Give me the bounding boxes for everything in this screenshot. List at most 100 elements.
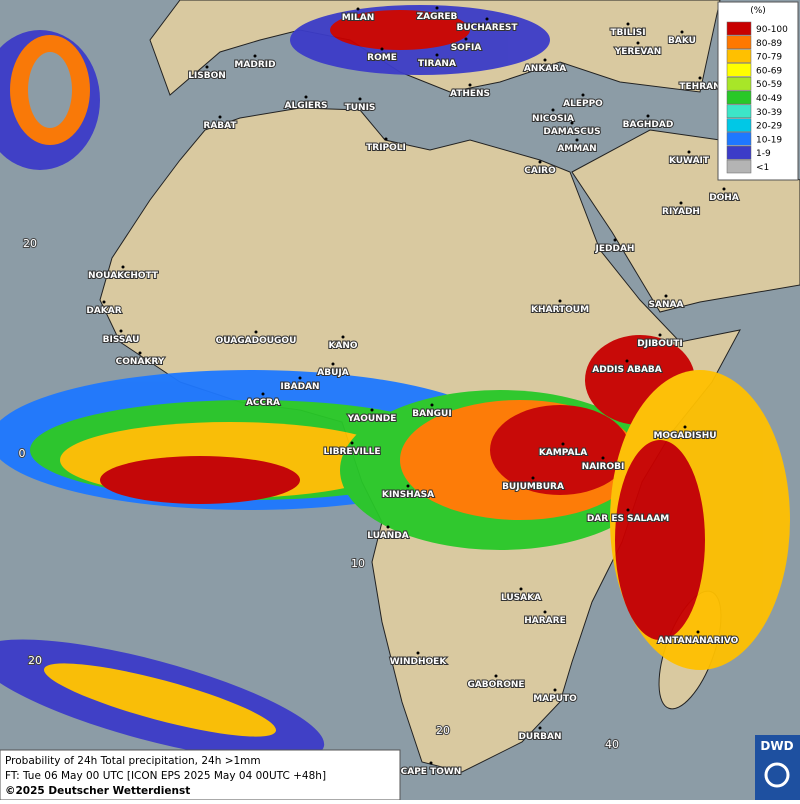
- city-label: ROME: [367, 53, 397, 63]
- city-dot: [331, 362, 335, 366]
- legend-swatch: [726, 159, 752, 174]
- city-dot: [494, 674, 498, 678]
- city-label: BANGUI: [412, 409, 451, 419]
- legend-swatch: [726, 49, 752, 63]
- grid-label: 40: [605, 738, 619, 751]
- legend-label: 80-89: [756, 39, 782, 49]
- legend-label: 50-59: [756, 80, 782, 90]
- grid-label: 20: [23, 237, 37, 250]
- city-dot: [485, 17, 489, 21]
- city-dot: [350, 441, 354, 445]
- city-label: GABORONE: [467, 680, 524, 690]
- city-dot: [696, 630, 700, 634]
- city-dot: [386, 525, 390, 529]
- footer: Probability of 24h Total precipitation, …: [0, 749, 401, 801]
- city-dot: [551, 108, 555, 112]
- precipitation: [0, 5, 790, 761]
- city-label: DURBAN: [518, 732, 561, 742]
- legend-swatch: [726, 76, 752, 91]
- city-label: MILAN: [342, 13, 375, 23]
- city-dot: [626, 22, 630, 26]
- city-dot: [218, 115, 222, 119]
- city-label: KUWAIT: [669, 156, 710, 166]
- logo-text: DWD: [760, 739, 793, 753]
- city-dot: [553, 688, 557, 692]
- logo-swirl: [764, 762, 790, 788]
- city-label: SANAA: [649, 300, 684, 310]
- city-dot: [384, 137, 388, 141]
- city-label: CAIRO: [524, 166, 556, 176]
- city-dot: [680, 30, 684, 34]
- city-dot: [519, 587, 523, 591]
- city-dot: [679, 201, 683, 205]
- city-label: HARARE: [524, 616, 565, 626]
- city-dot: [253, 54, 257, 58]
- city-label: ZAGREB: [417, 12, 458, 22]
- city-dot: [543, 58, 547, 62]
- city-dot: [468, 83, 472, 87]
- legend-swatch: [726, 104, 752, 119]
- city-dot: [658, 333, 662, 337]
- city-dot: [722, 187, 726, 191]
- legend-swatch: [726, 118, 752, 132]
- city-label: BAGHDAD: [623, 120, 674, 130]
- city-label: DJIBOUTI: [637, 339, 682, 349]
- city-label: LUSAKA: [501, 593, 541, 603]
- legend-label: 20-29: [756, 122, 782, 132]
- city-label: TUNIS: [345, 103, 376, 113]
- city-dot: [543, 610, 547, 614]
- city-dot: [683, 425, 687, 429]
- city-dot: [570, 121, 574, 125]
- city-label: ABUJA: [317, 368, 348, 378]
- city-dot: [613, 238, 617, 242]
- city-label: NICOSIA: [532, 114, 574, 124]
- city-label: TIRANA: [418, 59, 456, 69]
- city-label: OUAGADOUGOU: [216, 336, 297, 346]
- city-label: ALGIERS: [285, 101, 328, 111]
- legend-swatch: [726, 145, 752, 160]
- legend-label: 70-79: [756, 53, 782, 63]
- city-label: ANKARA: [524, 64, 566, 74]
- city-label: ACCRA: [246, 398, 280, 408]
- legend-swatch: [726, 35, 752, 50]
- city-dot: [625, 359, 629, 363]
- city-dot: [558, 299, 562, 303]
- city-label: KINSHASA: [382, 490, 434, 500]
- city-dot: [636, 41, 640, 45]
- city-dot: [341, 335, 345, 339]
- legend-unit: (%): [750, 6, 766, 16]
- city-label: ADDIS ABABA: [592, 365, 662, 375]
- city-label: ALEPPO: [563, 99, 603, 109]
- grid-label: 20: [28, 654, 42, 667]
- city-dot: [102, 300, 106, 304]
- city-label: TRIPOLI: [366, 143, 406, 153]
- city-dot: [261, 392, 265, 396]
- footer-line: ©2025 Deutscher Wetterdienst: [5, 785, 190, 797]
- city-label: RIYADH: [662, 207, 700, 217]
- city-label: MADRID: [234, 60, 275, 70]
- city-label: MOGADISHU: [653, 431, 716, 441]
- city-label: DAR ES SALAAM: [587, 514, 669, 524]
- city-dot: [358, 97, 362, 101]
- city-label: TEHRAN: [679, 82, 720, 92]
- city-dot: [531, 476, 535, 480]
- city-label: KHARTOUM: [531, 305, 589, 315]
- city-dot: [575, 138, 579, 142]
- city-label: LUANDA: [367, 531, 408, 541]
- city-dot: [430, 403, 434, 407]
- city-dot: [646, 114, 650, 118]
- city-dot: [429, 761, 433, 765]
- city-dot: [121, 265, 125, 269]
- logo: DWD: [755, 735, 800, 800]
- city-label: KANO: [328, 341, 357, 351]
- city-dot: [138, 351, 142, 355]
- city-label: TBILISI: [610, 28, 645, 38]
- legend-label: <1: [756, 163, 769, 173]
- city-label: SOFIA: [451, 43, 482, 53]
- city-label: BUJUMBURA: [502, 482, 564, 492]
- city-label: ANTANANARIVO: [658, 636, 739, 646]
- city-label: ATHENS: [450, 89, 490, 99]
